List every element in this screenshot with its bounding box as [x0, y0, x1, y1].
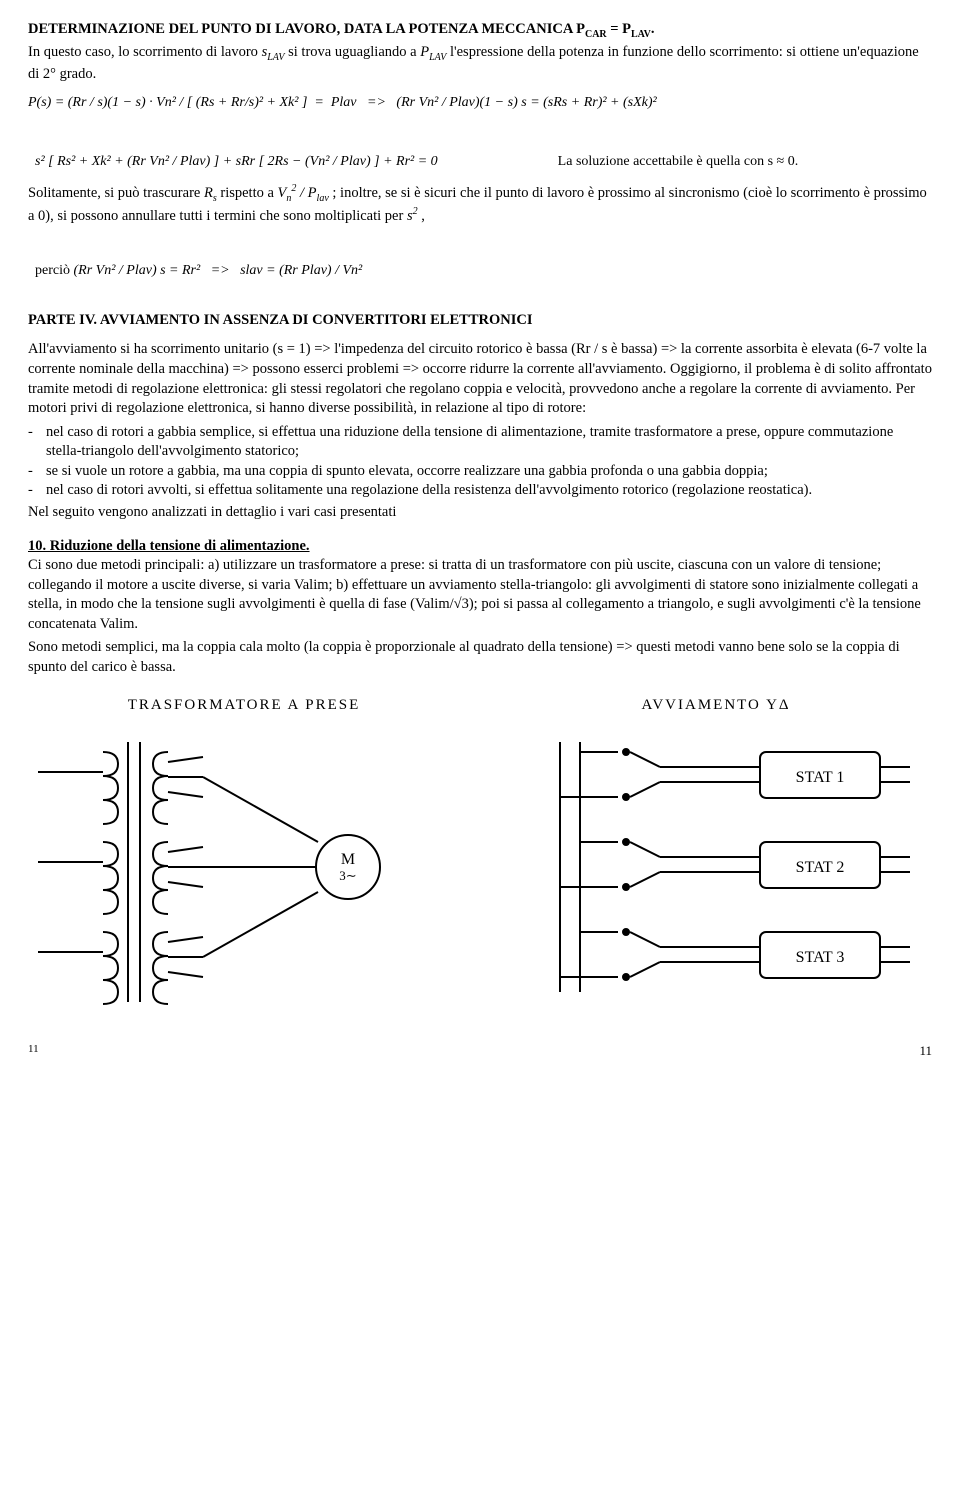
list-item: - se si vuole un rotore a gabbia, ma una… [28, 462, 932, 482]
diagram-area: TRASFORMATORE A PRESE [28, 695, 932, 1021]
star-delta-svg: STAT 1 STAT 2 STAT 3 [500, 722, 920, 1022]
stat2-label: STAT 2 [796, 859, 845, 876]
transformer-svg: M 3∼ [28, 722, 448, 1022]
heading-text: DETERMINAZIONE DEL PUNTO DI LAVORO, DATA… [28, 21, 585, 37]
formula-2-row: s² [ Rs² + Xk² + (Rr Vn² / Plav) ] + sRr… [28, 124, 932, 174]
diagram-star-delta: AVVIAMENTO YΔ [500, 695, 932, 1021]
list-item: - nel caso di rotori a gabbia semplice, … [28, 423, 932, 462]
stat1-label: STAT 1 [796, 769, 845, 786]
formula-3-row: perciò (Rr Vn² / Plav) s = Rr² => slav =… [28, 233, 932, 283]
part4-heading: PARTE IV. AVVIAMENTO IN ASSENZA DI CONVE… [28, 311, 932, 331]
heading-sub1: CAR [585, 29, 607, 40]
formula-3: (Rr Vn² / Plav) s = Rr² => slav = (Rr Pl… [73, 263, 362, 278]
intro-plav: PLAV [420, 44, 446, 60]
intro-1c: si trova uguagliando a [285, 44, 421, 60]
diagram-star-delta-title: AVVIAMENTO YΔ [500, 695, 932, 715]
part4-para1: All'avviamento si ha scorrimento unitari… [28, 340, 932, 418]
page-footer: 11 11 [28, 1042, 932, 1060]
formula-1: P(s) = (Rr / s)(1 − s) · Vn² / [ (Rs + R… [28, 90, 932, 115]
sec10-para: Ci sono due metodi principali: a) utiliz… [28, 556, 932, 634]
motor-label: M [341, 851, 355, 868]
stat3-label: STAT 3 [796, 949, 845, 966]
bullet-2: se si vuole un rotore a gabbia, ma una c… [46, 462, 768, 482]
formula-2: s² [ Rs² + Xk² + (Rr Vn² / Plav) ] + sRr… [35, 154, 438, 169]
heading-dot: . [651, 21, 655, 37]
bullet-dash-icon: - [28, 481, 46, 501]
approximation-paragraph: Solitamente, si può trascurare Rs rispet… [28, 182, 932, 227]
heading-sub2: LAV [631, 29, 651, 40]
bullet-dash-icon: - [28, 462, 46, 482]
bullet-3: nel caso di rotori avvolti, si effettua … [46, 481, 812, 501]
intro-1a: In questo caso, lo scorrimento di lavoro [28, 44, 262, 60]
diagram-transformer-title: TRASFORMATORE A PRESE [28, 695, 460, 715]
sec10-heading: 10. Riduzione della tensione di alimenta… [28, 537, 932, 557]
sec10-para2: Sono metodi semplici, ma la coppia cala … [28, 638, 932, 677]
list-item: - nel caso di rotori avvolti, si effettu… [28, 481, 932, 501]
intro-paragraph: In questo caso, lo scorrimento di lavoro… [28, 43, 932, 84]
section-heading: DETERMINAZIONE DEL PUNTO DI LAVORO, DATA… [28, 20, 932, 41]
formula-2-note: La soluzione accettabile è quella con s … [558, 149, 799, 174]
diagram-transformer: TRASFORMATORE A PRESE [28, 695, 460, 1021]
bullet-1: nel caso di rotori a gabbia semplice, si… [46, 423, 932, 462]
motor-label-3ph: 3∼ [339, 868, 356, 883]
heading-eq: = P [607, 21, 631, 37]
footer-small: 11 [28, 1042, 39, 1057]
formula-3-pre: perciò [35, 263, 73, 278]
bullet-list: - nel caso di rotori a gabbia semplice, … [28, 423, 932, 501]
bullet-dash-icon: - [28, 423, 46, 443]
footer-page-number: 11 [919, 1043, 932, 1058]
part4-para2: Nel seguito vengono analizzati in dettag… [28, 503, 932, 523]
intro-slav: sLAV [262, 44, 285, 60]
